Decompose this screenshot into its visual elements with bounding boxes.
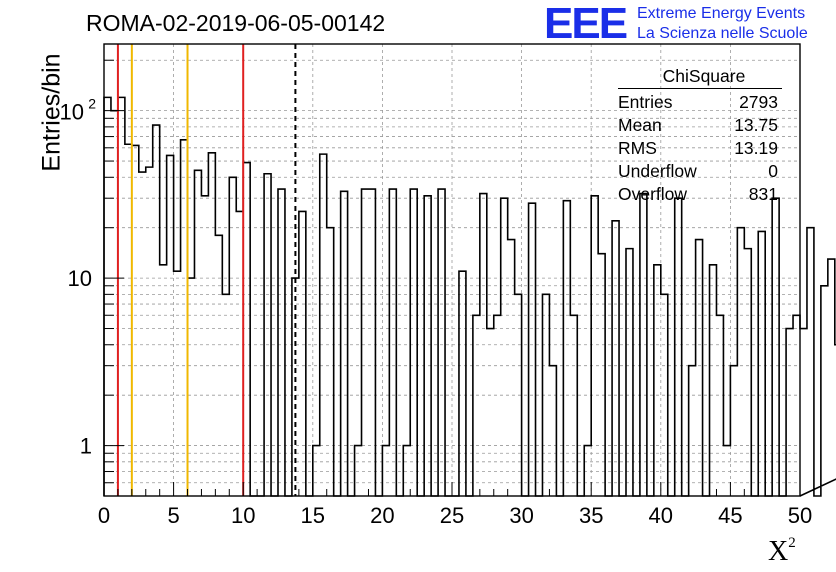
stats-value: 13.75 xyxy=(734,115,778,135)
eee-logo-mark: EEE xyxy=(544,0,628,48)
x-axis-label: X2 xyxy=(768,534,796,568)
stats-label: Overflow xyxy=(618,184,688,204)
x-tick-label: 40 xyxy=(649,503,673,528)
x-axis-label-superscript: 2 xyxy=(788,534,796,551)
stats-value: 0 xyxy=(768,161,778,181)
stats-row-mean: Mean 13.75 xyxy=(612,114,782,137)
stats-value: 13.19 xyxy=(734,138,778,158)
y-tick-label-exponent: 2 xyxy=(88,96,96,112)
x-tick-label: 5 xyxy=(167,503,179,528)
x-tick-label: 50 xyxy=(788,503,812,528)
stats-box: ChiSquare Entries 2793 Mean 13.75 RMS 13.19… xyxy=(612,66,782,206)
x-tick-label: 10 xyxy=(231,503,255,528)
stats-row-underflow: Underflow 0 xyxy=(612,160,782,183)
y-axis-label: Entries/bin xyxy=(37,53,66,172)
stats-row-overflow: Overflow 831 xyxy=(612,183,782,206)
stats-label: Mean xyxy=(618,115,662,135)
x-axis-label-base: X xyxy=(768,536,789,567)
eee-logo: EEE xyxy=(544,0,628,48)
logo-line-2: La Scienza nelle Scuole xyxy=(637,25,808,42)
stats-divider xyxy=(618,88,782,89)
grid xyxy=(104,44,800,497)
threshold-markers xyxy=(116,44,297,496)
stats-label: Entries xyxy=(618,92,673,112)
x-tick-label: 25 xyxy=(440,503,464,528)
x-tick-label: 30 xyxy=(509,503,533,528)
run-title: ROMA-02-2019-06-05-00142 xyxy=(86,10,386,36)
histogram-series xyxy=(103,96,836,497)
y-tick-label: 1 xyxy=(80,434,92,459)
stats-label: Underflow xyxy=(618,161,697,181)
y-tick-label: 10 xyxy=(60,100,84,125)
logo-line-1: Extreme Energy Events xyxy=(637,5,806,22)
x-tick-label: 0 xyxy=(98,503,110,528)
x-tick-label: 15 xyxy=(301,503,325,528)
x-tick-label: 35 xyxy=(579,503,603,528)
histogram-outline xyxy=(103,96,836,497)
axis-ticks xyxy=(103,59,801,497)
x-tick-label: 45 xyxy=(718,503,742,528)
stats-label: RMS xyxy=(618,138,657,158)
stats-value: 2793 xyxy=(739,92,778,112)
y-tick-label: 10 xyxy=(68,266,92,291)
stats-row-entries: Entries 2793 xyxy=(612,91,782,114)
stats-value: 831 xyxy=(748,184,778,204)
stats-title: ChiSquare xyxy=(662,66,746,86)
x-tick-label: 20 xyxy=(370,503,394,528)
stats-row-rms: RMS 13.19 xyxy=(612,137,782,160)
eee-logo-text: Extreme Energy Events La Scienza nelle S… xyxy=(637,4,808,44)
